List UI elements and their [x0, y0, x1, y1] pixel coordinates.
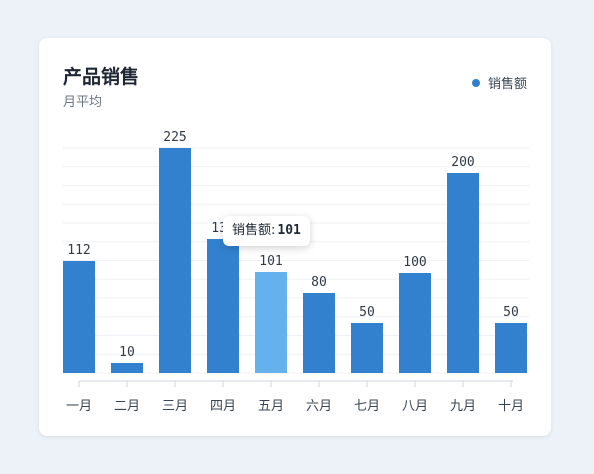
- x-tick-label: 八月: [402, 399, 428, 414]
- chart-title: 产品销售: [63, 66, 140, 88]
- value-label: 50: [359, 305, 375, 320]
- bar-6[interactable]: [303, 293, 335, 373]
- legend-dot-icon: [471, 78, 480, 87]
- bar-1[interactable]: [63, 261, 95, 373]
- value-label: 101: [259, 254, 282, 269]
- legend-label: 销售额: [487, 77, 527, 92]
- bar-9[interactable]: [447, 173, 479, 373]
- x-tick-label: 七月: [354, 399, 380, 414]
- bar-5[interactable]: [255, 272, 287, 373]
- bar-2[interactable]: [111, 363, 143, 373]
- value-label: 50: [503, 305, 519, 320]
- value-label: 112: [67, 243, 90, 258]
- x-tick-label: 四月: [210, 399, 236, 414]
- bar-tooltip: 销售额: 101: [223, 216, 310, 246]
- tooltip-label: 销售额:: [232, 223, 276, 238]
- bar-4[interactable]: [207, 239, 239, 373]
- x-tick-label: 九月: [450, 399, 476, 414]
- x-tick-label: 六月: [306, 399, 332, 414]
- value-label: 225: [163, 130, 186, 145]
- bar-10[interactable]: [495, 323, 527, 373]
- value-labels: 11210225134101805010020050: [67, 130, 519, 360]
- x-tick-label: 五月: [258, 399, 284, 414]
- bars: [63, 148, 527, 373]
- value-label: 10: [119, 345, 135, 360]
- bar-chart: 11210225134101805010020050 一月二月三月四月五月六月七…: [63, 130, 529, 414]
- x-tick-label: 二月: [114, 399, 140, 414]
- value-label: 100: [403, 255, 426, 270]
- legend[interactable]: 销售额: [471, 73, 527, 92]
- x-tick-label: 三月: [162, 399, 188, 414]
- bar-7[interactable]: [351, 323, 383, 373]
- chart-subtitle: 月平均: [63, 95, 103, 110]
- x-tick-label: 十月: [498, 399, 524, 414]
- chart-card: 产品销售 月平均 销售额 11210225134101805010020050 …: [39, 38, 551, 436]
- value-label: 80: [311, 275, 327, 290]
- x-tick-label: 一月: [66, 399, 92, 414]
- x-axis: 一月 二月 三月 四月 五月 六月 七月 八月 九月 十月: [66, 380, 524, 414]
- value-label: 200: [451, 155, 474, 170]
- bar-3[interactable]: [159, 148, 191, 373]
- tooltip-value: 101: [277, 223, 301, 238]
- bar-8[interactable]: [399, 273, 431, 373]
